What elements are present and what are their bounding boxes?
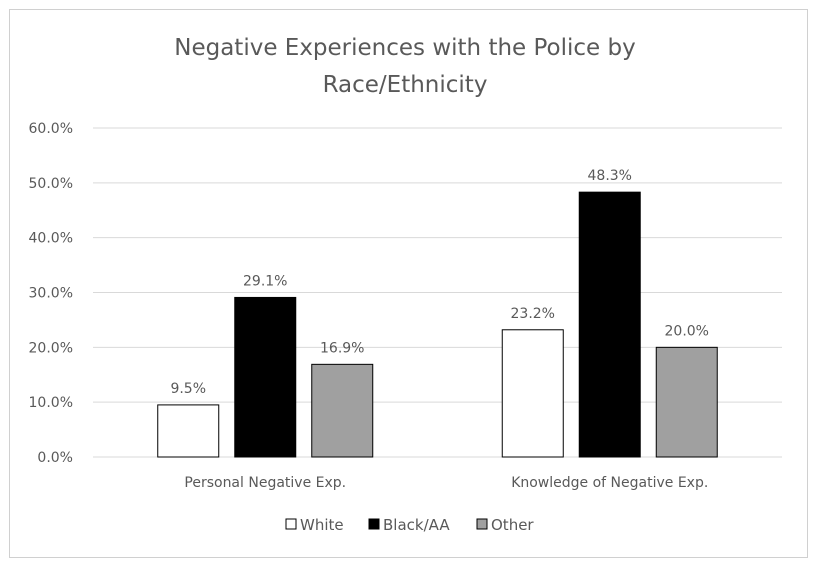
y-tick-label: 20.0% [29, 340, 73, 356]
bar-white [157, 404, 220, 458]
x-tick-label: Knowledge of Negative Exp. [511, 475, 708, 491]
bar-black-aa [234, 296, 297, 458]
legend-label: Other [491, 516, 534, 534]
legend-swatch [368, 518, 380, 530]
y-tick-label: 0.0% [37, 450, 73, 466]
bar-white [501, 329, 564, 458]
data-label: 9.5% [170, 381, 206, 397]
bar-black-aa [578, 191, 641, 458]
chart-title-line-1: Negative Experiences with the Police by [174, 35, 635, 61]
y-tick-label: 50.0% [29, 176, 73, 192]
data-label: 29.1% [243, 273, 287, 289]
bar-other [655, 346, 718, 458]
legend-swatch [285, 518, 297, 530]
bar-other [311, 363, 374, 458]
legend-swatch [476, 518, 488, 530]
x-tick-label: Personal Negative Exp. [184, 475, 346, 491]
y-tick-label: 40.0% [29, 231, 73, 247]
legend-label: Black/AA [383, 516, 450, 534]
y-tick-label: 10.0% [29, 395, 73, 411]
legend-label: White [300, 516, 344, 534]
data-label: 48.3% [588, 168, 632, 184]
chart-title-line-2: Race/Ethnicity [323, 72, 488, 98]
y-tick-label: 30.0% [29, 286, 73, 302]
data-label: 16.9% [320, 340, 364, 356]
data-label: 20.0% [665, 323, 709, 339]
data-label: 23.2% [511, 306, 555, 322]
chart-frame [9, 9, 808, 558]
y-tick-label: 60.0% [29, 121, 73, 137]
